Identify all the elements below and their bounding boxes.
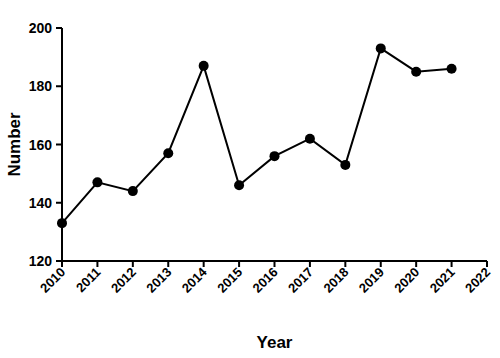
x-tick-label: 2021 <box>427 265 458 296</box>
x-tick-label: 2012 <box>108 265 139 296</box>
y-tick-label: 200 <box>29 20 53 36</box>
x-tick <box>203 261 205 267</box>
data-point <box>376 43 386 53</box>
data-point <box>234 180 244 190</box>
chart-svg: 1201401601802002010201120122013201420152… <box>0 0 500 358</box>
x-tick-label: 2011 <box>73 265 104 296</box>
data-point <box>57 218 67 228</box>
x-tick <box>486 261 488 267</box>
data-point <box>411 67 421 77</box>
data-point <box>305 134 315 144</box>
y-tick-label: 140 <box>29 195 53 211</box>
x-tick <box>96 261 98 267</box>
x-tick-label: 2013 <box>143 265 174 296</box>
data-point <box>128 186 138 196</box>
x-tick <box>380 261 382 267</box>
chart-container: 1201401601802002010201120122013201420152… <box>0 0 500 358</box>
x-tick <box>61 261 63 267</box>
x-tick <box>167 261 169 267</box>
y-tick <box>56 85 62 87</box>
x-tick-label: 2020 <box>391 265 422 296</box>
y-axis-label: Number <box>5 112 24 177</box>
x-tick <box>274 261 276 267</box>
x-tick-label: 2016 <box>250 265 281 296</box>
y-tick-label: 160 <box>29 137 53 153</box>
x-tick <box>415 261 417 267</box>
x-tick <box>238 261 240 267</box>
y-tick-label: 120 <box>29 253 53 269</box>
data-line <box>62 48 452 223</box>
data-point <box>92 177 102 187</box>
y-tick <box>56 27 62 29</box>
y-tick-label: 180 <box>29 78 53 94</box>
x-tick <box>132 261 134 267</box>
x-tick <box>451 261 453 267</box>
x-tick-label: 2014 <box>179 264 211 296</box>
x-tick-label: 2019 <box>356 265 387 296</box>
data-point <box>447 64 457 74</box>
x-tick-label: 2017 <box>285 265 316 296</box>
x-tick-label: 2010 <box>37 265 68 296</box>
x-axis-label: Year <box>257 333 293 352</box>
x-tick <box>344 261 346 267</box>
x-tick-label: 2018 <box>320 265 351 296</box>
x-tick-label: 2015 <box>214 265 245 296</box>
data-point <box>163 148 173 158</box>
y-tick <box>56 144 62 146</box>
data-point <box>340 160 350 170</box>
y-tick <box>56 202 62 204</box>
x-tick-label: 2022 <box>462 265 493 296</box>
data-point <box>270 151 280 161</box>
x-tick <box>309 261 311 267</box>
plot-area <box>57 43 457 228</box>
data-point <box>199 61 209 71</box>
